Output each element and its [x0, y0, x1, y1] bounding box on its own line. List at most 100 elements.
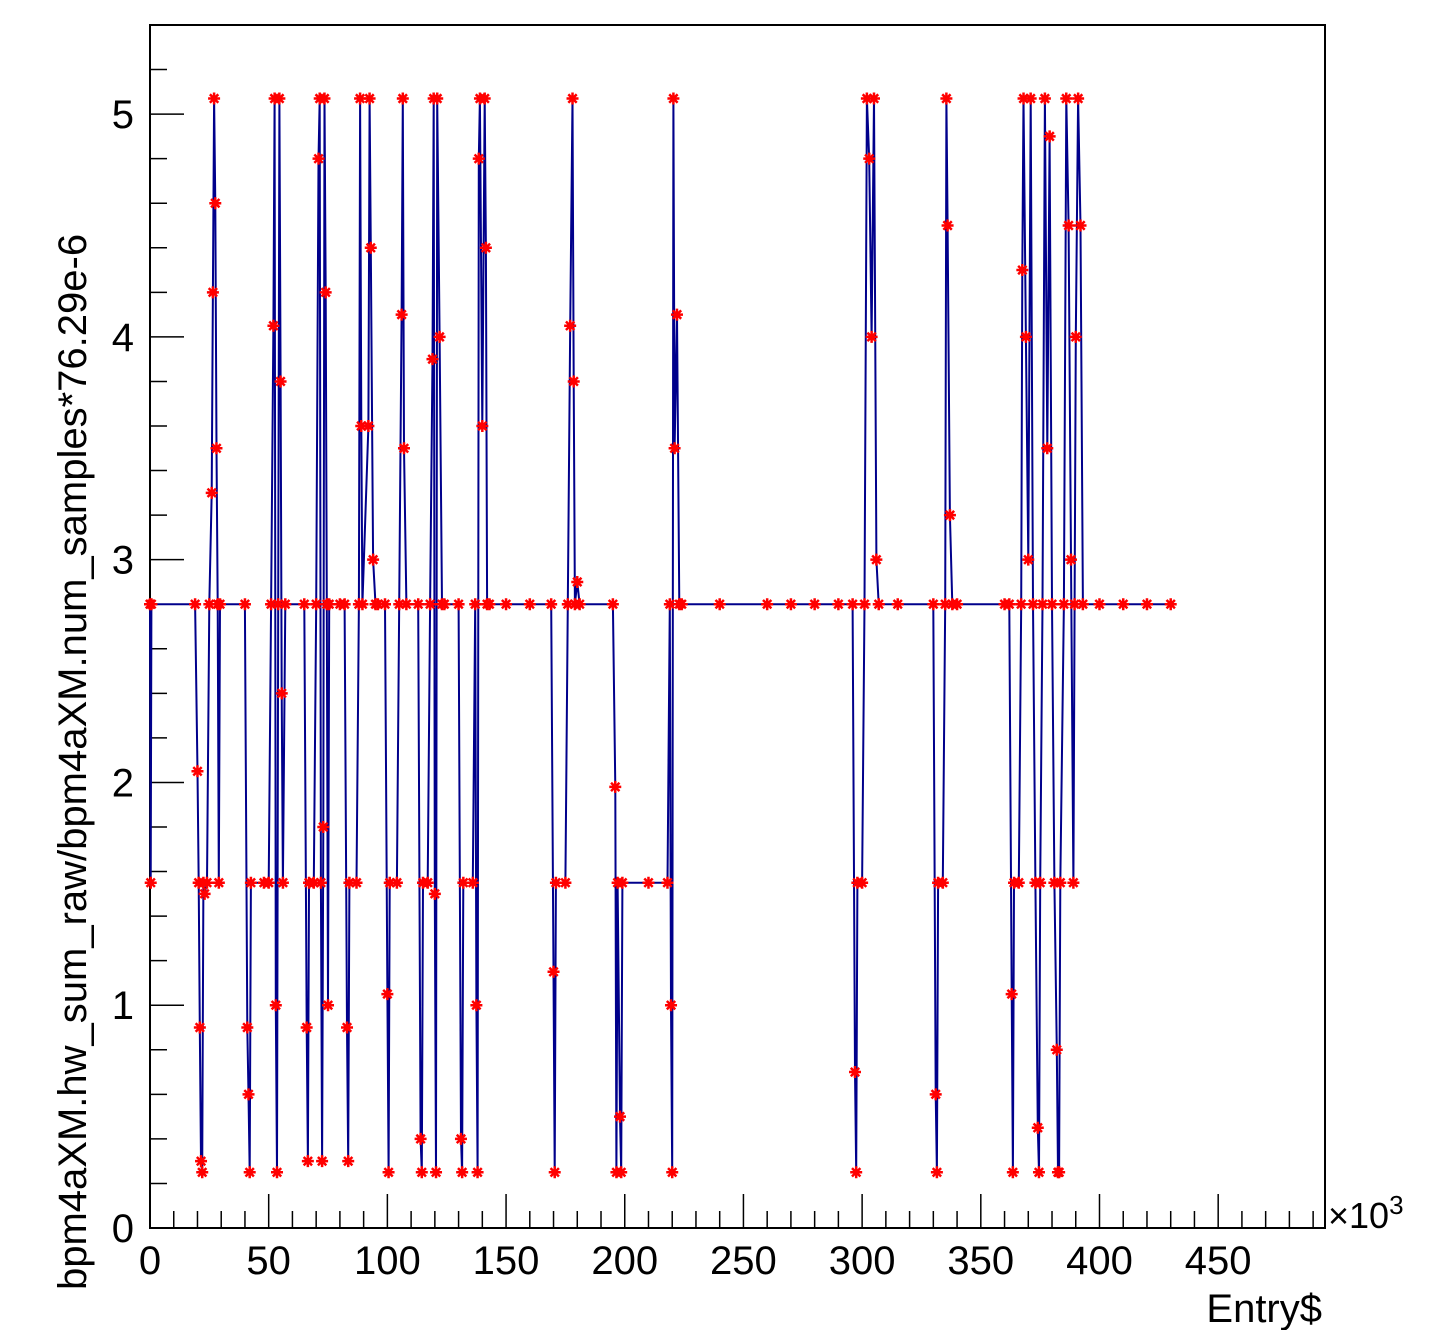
- data-point-marker: [566, 92, 579, 105]
- data-point-marker: [363, 92, 376, 105]
- data-point-marker: [856, 876, 869, 889]
- data-point-marker: [872, 598, 885, 611]
- data-point-marker: [382, 1166, 395, 1179]
- data-point-marker: [665, 999, 678, 1012]
- data-point-marker: [941, 219, 954, 232]
- data-point-marker: [1140, 598, 1153, 611]
- data-point-marker: [342, 1155, 355, 1168]
- data-point-marker: [198, 887, 211, 900]
- data-point-marker: [191, 765, 204, 778]
- data-point-marker: [195, 1155, 208, 1168]
- data-point-marker: [567, 375, 580, 388]
- x-tick-label: 100: [354, 1239, 421, 1283]
- data-point-marker: [500, 598, 513, 611]
- data-point-marker: [1034, 876, 1047, 889]
- data-point-marker: [210, 442, 223, 455]
- data-point-marker: [322, 999, 335, 1012]
- data-point-marker: [1117, 598, 1130, 611]
- data-point-marker: [145, 598, 158, 611]
- data-point-marker: [1036, 598, 1049, 611]
- data-point-marker: [858, 598, 871, 611]
- data-point-marker: [395, 308, 408, 321]
- x-tick-label: 150: [473, 1239, 540, 1283]
- data-point-marker: [274, 375, 287, 388]
- data-point-marker: [713, 598, 726, 611]
- data-point-marker: [1072, 92, 1085, 105]
- data-point-marker: [356, 598, 369, 611]
- data-point-marker: [431, 92, 444, 105]
- data-point-marker: [381, 988, 394, 1001]
- data-point-marker: [310, 598, 323, 611]
- x-axis: 0 50 100 150 200 250 300 350 400 450: [139, 1194, 1314, 1283]
- data-point-marker: [393, 598, 406, 611]
- x-axis-multiplier: ×103: [1328, 1190, 1404, 1236]
- data-point-marker: [350, 876, 363, 889]
- data-point-marker: [412, 598, 425, 611]
- data-point-marker: [1067, 876, 1080, 889]
- data-point-marker: [238, 598, 251, 611]
- data-point-marker: [1003, 598, 1016, 611]
- data-point-marker: [269, 999, 282, 1012]
- data-point-marker: [209, 197, 222, 210]
- data-point-marker: [371, 598, 384, 611]
- data-point-marker: [784, 598, 797, 611]
- data-point-marker: [300, 1021, 313, 1034]
- data-point-marker: [426, 353, 439, 366]
- data-point-marker: [559, 876, 572, 889]
- data-point-marker: [200, 876, 213, 889]
- data-point-marker: [1027, 598, 1040, 611]
- data-point-marker: [243, 1166, 256, 1179]
- x-axis-multiplier-base: ×10: [1328, 1195, 1389, 1236]
- data-point-marker: [936, 876, 949, 889]
- data-point-marker: [478, 92, 491, 105]
- data-point-marker: [675, 598, 688, 611]
- data-point-marker: [1032, 1166, 1045, 1179]
- data-point-marker: [212, 876, 225, 889]
- y-tick-label: 2: [112, 761, 134, 805]
- data-point-marker: [808, 598, 821, 611]
- data-point-marker: [573, 598, 586, 611]
- data-point-marker: [312, 152, 325, 165]
- y-tick-label: 1: [112, 984, 134, 1028]
- x-tick-label: 200: [591, 1239, 658, 1283]
- data-point-marker: [424, 598, 437, 611]
- data-point-marker: [428, 887, 441, 900]
- data-point-marker: [362, 420, 375, 432]
- data-point-marker: [1015, 598, 1028, 611]
- data-point-marker: [396, 92, 409, 105]
- data-point-marker: [867, 92, 880, 105]
- data-point-marker: [1068, 598, 1081, 611]
- data-point-marker: [615, 1166, 628, 1179]
- data-point-marker: [323, 598, 336, 611]
- data-point-marker: [414, 1132, 427, 1145]
- y-axis-title: bpm4aXM.hw_sum_raw/bpm4aXM.num_samples*7…: [51, 234, 95, 1290]
- data-point-marker: [318, 92, 331, 105]
- data-point-marker: [870, 553, 883, 566]
- data-point-marker: [1041, 442, 1054, 455]
- data-point-marker: [1069, 330, 1082, 343]
- data-point-marker: [564, 319, 577, 332]
- data-point-marker: [1043, 130, 1056, 143]
- data-point-marker: [1005, 988, 1018, 1001]
- data-point-marker: [205, 486, 218, 499]
- data-point-marker: [144, 876, 157, 889]
- data-point-marker: [1046, 598, 1059, 611]
- data-point-marker: [1060, 92, 1073, 105]
- data-point-marker: [367, 553, 380, 566]
- data-point-marker: [860, 92, 873, 105]
- data-point-marker: [317, 821, 330, 833]
- data-point-marker: [891, 598, 904, 611]
- data-point-marker: [1016, 264, 1029, 277]
- data-point-marker: [549, 876, 562, 889]
- data-point-marker: [343, 876, 356, 889]
- data-point-marker: [545, 598, 558, 611]
- data-point-marker: [927, 598, 940, 611]
- data-point-marker: [452, 598, 465, 611]
- data-point-marker: [454, 1132, 467, 1145]
- data-point-marker: [1017, 92, 1030, 105]
- series-markers: [144, 92, 1177, 1179]
- data-point-marker: [262, 876, 275, 889]
- data-point-marker: [670, 308, 683, 321]
- data-point-marker: [319, 286, 332, 299]
- data-point-marker: [276, 876, 289, 889]
